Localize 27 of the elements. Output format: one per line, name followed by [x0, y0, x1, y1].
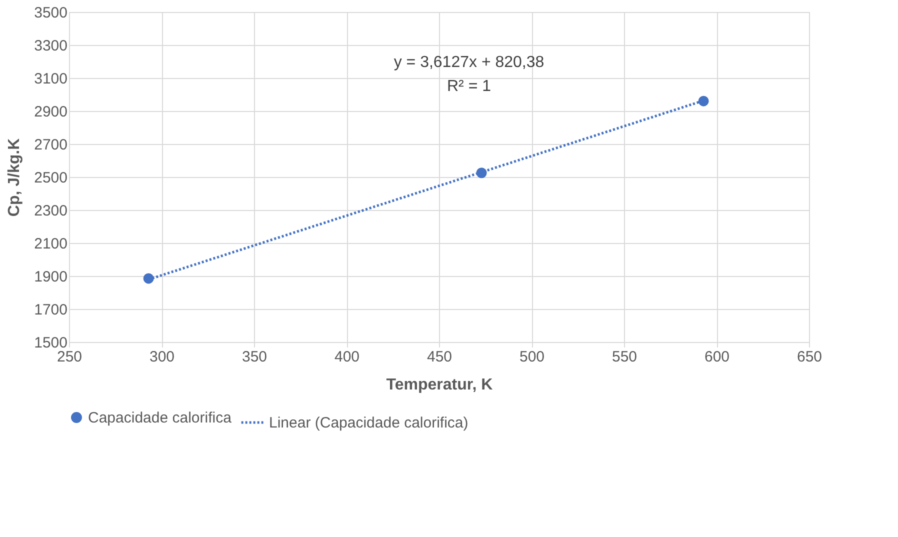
x-tick-label: 650: [796, 348, 822, 366]
y-tick-label: 2900: [34, 104, 68, 120]
y-tick-label: 3300: [34, 38, 68, 54]
x-tick-label: 300: [149, 348, 175, 366]
annotation: y = 3,6127x + 820,38: [394, 54, 544, 71]
legend-label: Capacidade calorifica: [88, 410, 232, 426]
y-tick-label: 3100: [34, 70, 68, 88]
y-tick-label: 1900: [34, 268, 68, 286]
x-tick-label: 600: [704, 348, 730, 366]
x-tick-label: 400: [334, 348, 360, 366]
y-tick-label: 1500: [34, 334, 68, 352]
y-axis-title: Cp, J/kg.K: [6, 138, 24, 217]
y-tick-label: 2300: [34, 202, 68, 220]
x-tick-label: 550: [612, 348, 638, 366]
x-tick-label: 250: [56, 348, 82, 366]
y-tick-label: 2100: [34, 236, 68, 252]
y-tick-label: 2500: [34, 170, 68, 186]
y-tick-label: 3500: [34, 4, 68, 22]
legend-label: Linear (Capacidade calorifica): [269, 414, 468, 432]
x-tick-label: 350: [242, 348, 268, 366]
point: [698, 96, 709, 106]
x-tick-label: 500: [519, 348, 545, 366]
x-axis-title: Temperatur, K: [386, 376, 494, 394]
y-tick-label: 1700: [34, 302, 68, 318]
y-tick-label: 2700: [34, 136, 68, 154]
x-tick-label: 450: [426, 348, 452, 366]
annotation: R² = 1: [446, 78, 492, 95]
